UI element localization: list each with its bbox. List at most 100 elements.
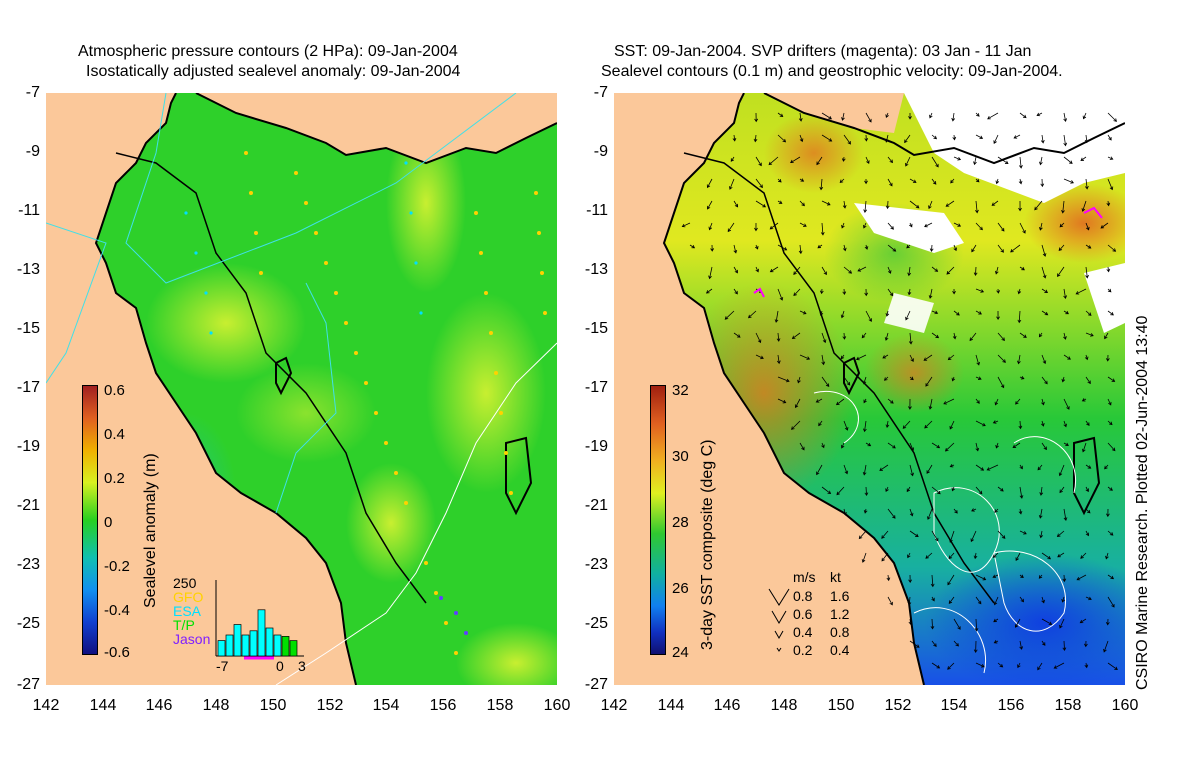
lat-tick: -9 [25,143,40,160]
lon-tick: 148 [202,697,230,714]
velocity-arrow [754,222,758,232]
velocity-arrow [1063,354,1071,360]
inset-ymax: 250 [173,575,197,591]
velocity-arrow [909,442,915,452]
velocity-arrow [777,376,790,383]
velocity-arrow [928,398,933,410]
velocity-arrow [909,200,920,209]
velocity-arrow [947,574,955,586]
velocity-arrow [973,156,977,166]
lat-tick: -11 [18,202,40,219]
velocity-arrow [1075,288,1087,295]
velocity-arrow [1107,156,1114,160]
velocity-arrow [799,200,805,207]
velocity-arrow [1063,310,1069,315]
velocity-arrow [1041,552,1052,560]
velocity-arrow [864,486,869,497]
velocity-arrow [769,222,779,230]
velocity-arrow [975,310,982,315]
velocity-key-kt: 0.4 [830,642,850,658]
velocity-arrow [706,178,713,189]
velocity-key-kt: 1.2 [830,606,850,622]
velocity-arrow [907,288,912,296]
velocity-arrow [931,178,937,185]
inset-bar [273,634,282,657]
velocity-arrow [843,266,853,274]
velocity-arrow [930,574,935,588]
velocity-arrow [997,376,1005,389]
lon-tick: 152 [884,697,912,714]
velocity-arrow [820,222,825,236]
velocity-arrow [864,134,869,142]
velocity-arrow [996,310,1000,321]
velocity-arrow [1053,662,1065,669]
velocity-arrow [1037,464,1043,471]
velocity-arrow [975,662,985,668]
velocity-arrow [1041,266,1047,279]
velocity-arrow [842,244,847,252]
lat-tick: -27 [16,676,40,693]
velocity-arrow [1085,332,1094,337]
velocity-arrow [952,288,956,295]
velocity-arrow [1085,530,1090,537]
velocity-arrow [1107,288,1112,293]
velocity-arrow [843,134,851,145]
velocity-arrow [821,376,830,388]
lat-tick: -23 [584,556,608,573]
velocity-arrow [1062,574,1067,583]
velocity-arrow [1019,486,1024,499]
velocity-arrow [1105,552,1109,560]
velocity-arrow [884,332,889,341]
velocity-arrow [777,178,782,183]
sst-colorbar-tick: 24 [672,644,689,661]
velocity-arrow [776,354,781,365]
velocity-arrow [881,530,889,539]
sla-colorbar-tick: 0.2 [104,470,125,487]
velocity-arrow [1107,574,1115,580]
velocity-key-ms: 0.6 [793,606,813,622]
velocity-arrow [909,222,913,228]
velocity-arrow [819,310,824,317]
velocity-arrow [863,508,868,514]
velocity-arrow [1038,508,1043,519]
velocity-arrow [724,310,735,320]
lat-tick: -9 [593,143,608,160]
velocity-arrow [799,310,807,315]
velocity-arrow [986,464,999,471]
velocity-arrow [887,398,894,404]
lon-tick: 144 [89,697,117,714]
velocity-arrow [863,200,868,213]
velocity-arrow [928,288,933,299]
lon-tick: 148 [770,697,798,714]
velocity-arrow [861,332,867,339]
velocity-arrow [973,640,978,654]
velocity-arrow [1018,508,1023,515]
velocity-arrow [931,266,939,272]
velocity-arrow [923,354,933,361]
sla-map[interactable] [46,93,557,685]
velocity-arrow [1063,442,1069,446]
velocity-arrow [953,310,960,316]
velocity-arrow [1019,464,1023,470]
inset-bar [281,636,290,657]
velocity-arrow [1061,596,1066,603]
sst-map[interactable] [614,93,1125,685]
sla-colorbar-label: Sealevel anomaly (m) [142,453,159,608]
velocity-arrow [1107,244,1117,252]
velocity-arrow [994,266,999,275]
lon-tick: 160 [1111,697,1139,714]
velocity-arrow [733,244,738,254]
lon-tick: 142 [32,697,60,714]
velocity-arrow [997,486,1004,492]
sst-map-canvas [614,93,1125,685]
velocity-arrow [843,420,849,431]
velocity-arrow [1080,156,1087,162]
velocity-arrow [857,266,867,272]
velocity-arrow [732,134,737,142]
velocity-arrow [992,552,999,558]
velocity-arrow [1063,134,1068,147]
velocity-arrow [708,266,713,280]
velocity-arrow [1058,244,1065,252]
inset-bar [217,640,226,657]
velocity-arrow [1104,332,1109,340]
